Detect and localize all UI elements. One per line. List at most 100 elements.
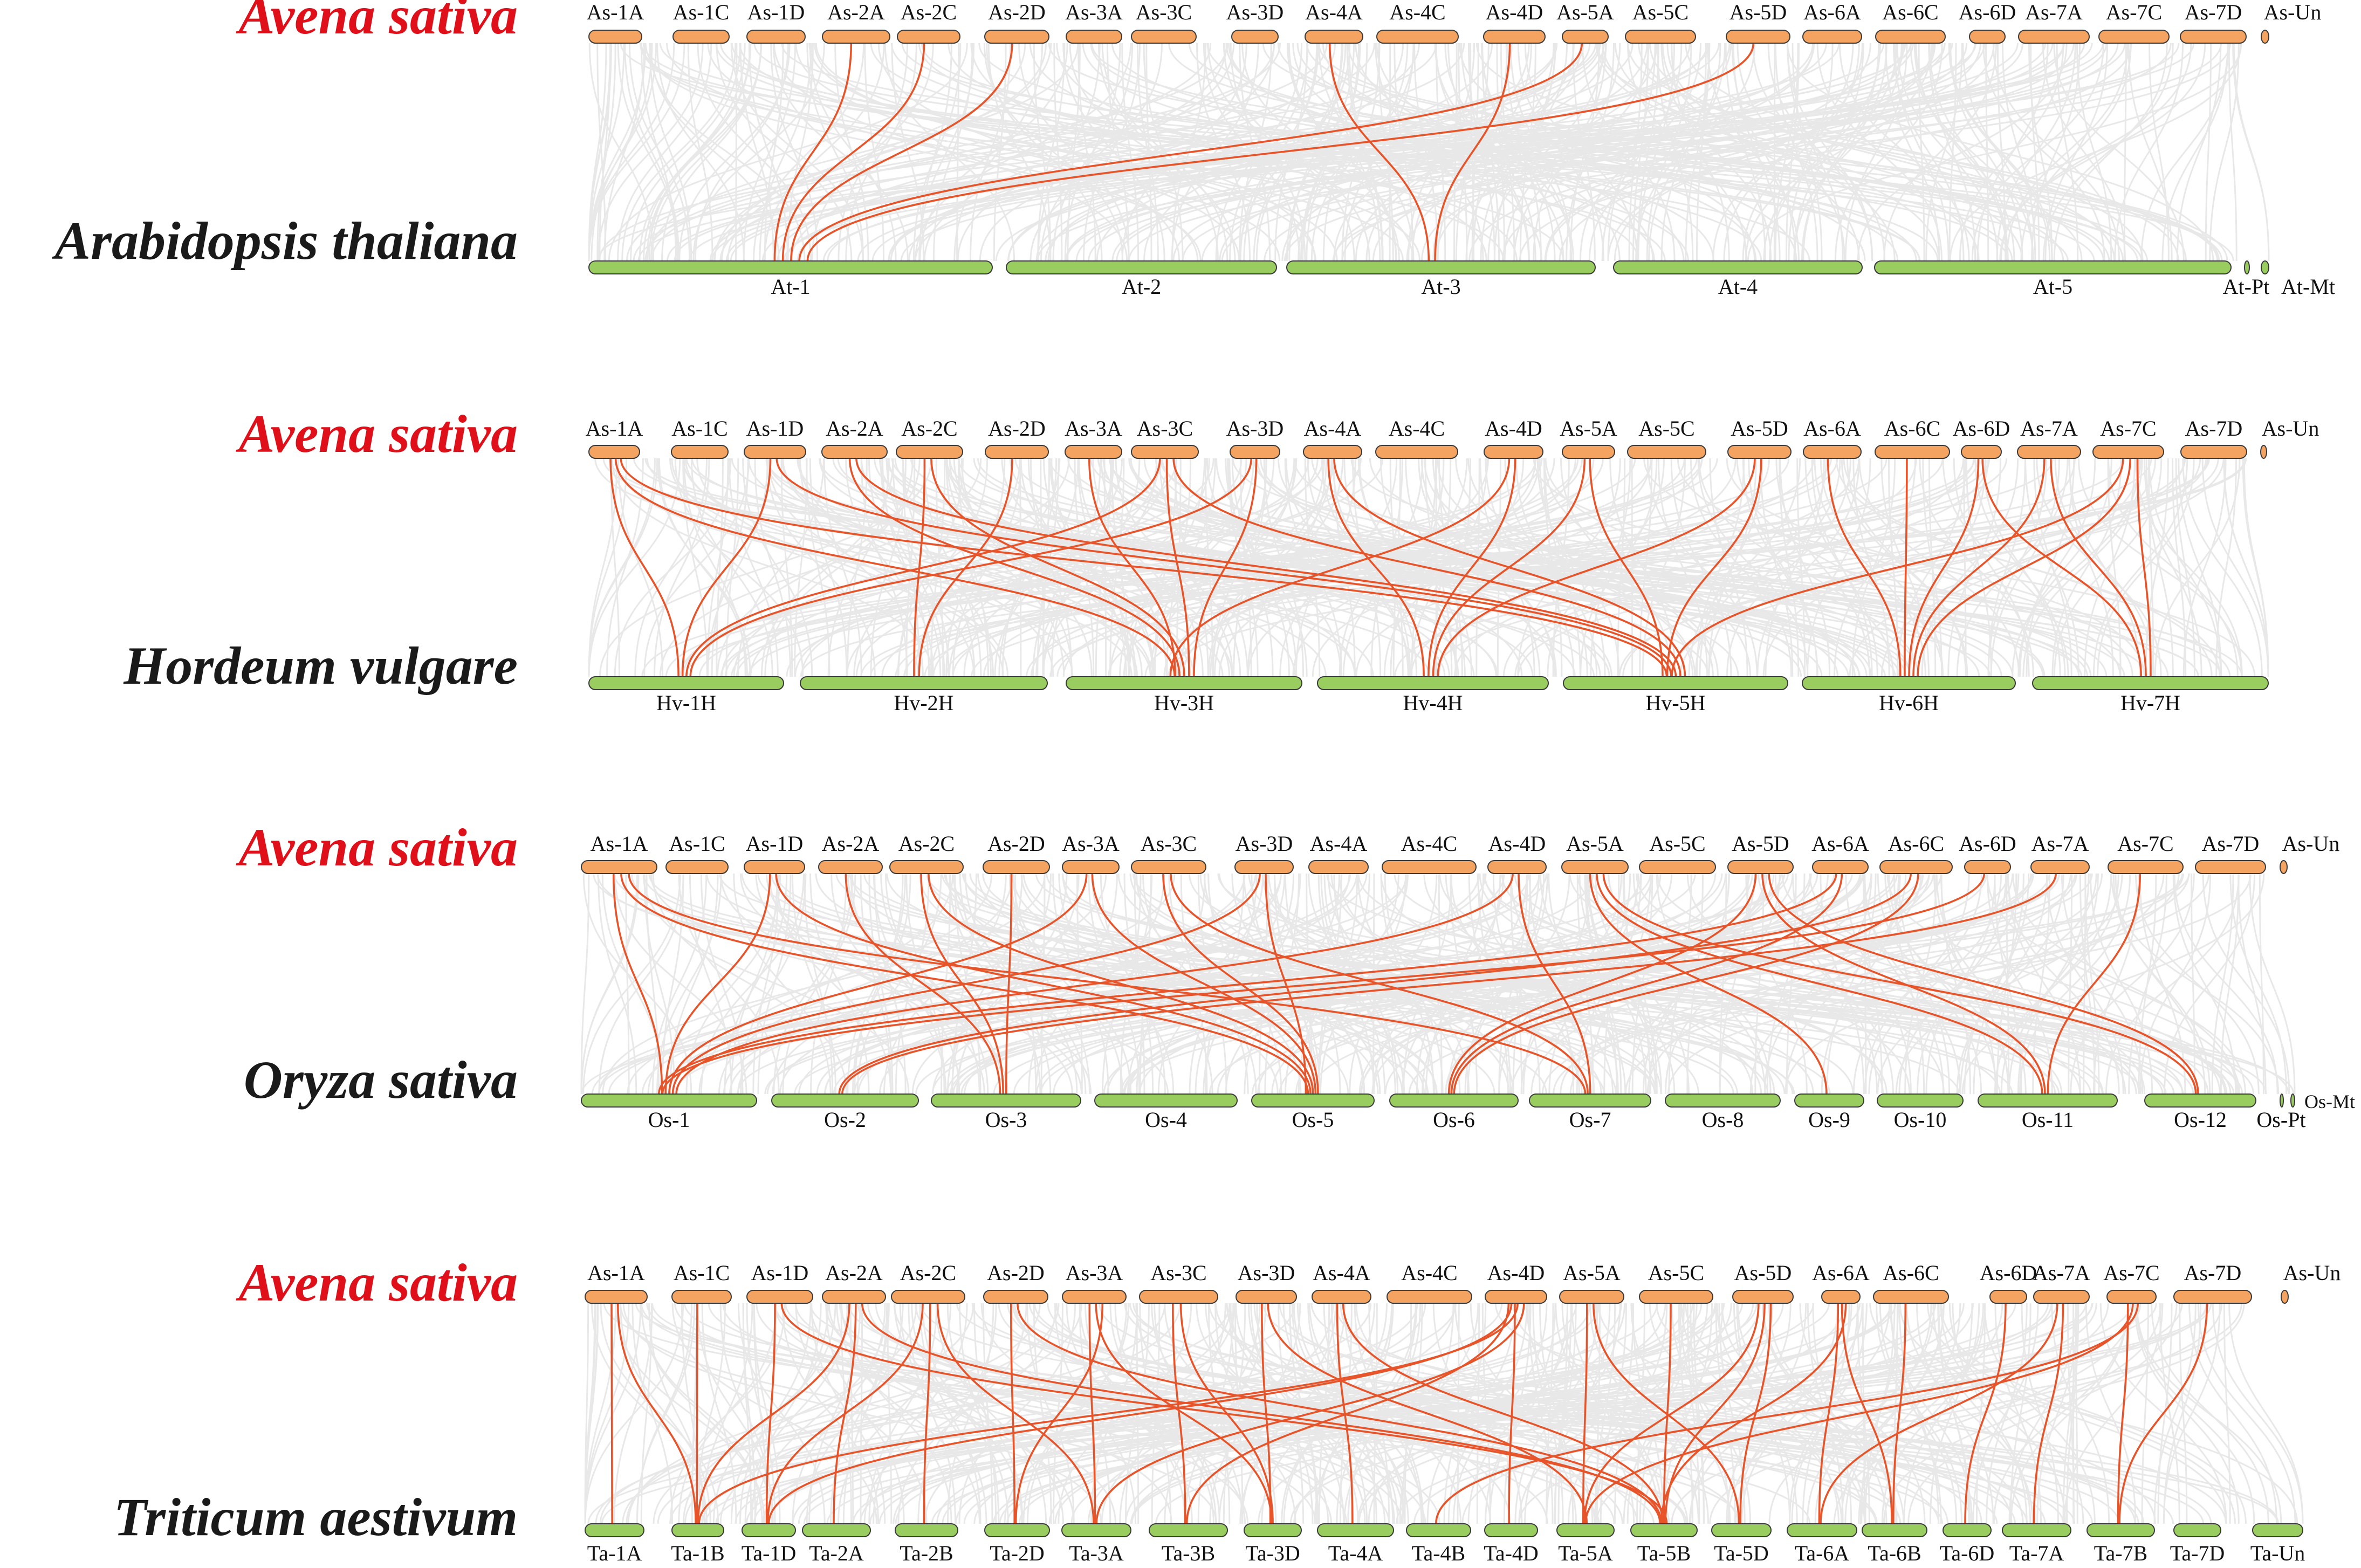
chromosome-bar	[1382, 860, 1477, 874]
chromosome-bar	[1131, 445, 1199, 459]
background-link	[1296, 43, 1866, 262]
background-link	[2068, 873, 2073, 1095]
bottom-species-title: Arabidopsis thaliana	[51, 211, 518, 271]
background-link	[1864, 873, 1970, 1095]
background-link	[2249, 873, 2296, 1095]
synteny-link	[697, 1303, 850, 1524]
background-link	[831, 873, 947, 1095]
chromosome-label: As-7D	[2184, 1261, 2242, 1285]
background-link	[1056, 43, 1414, 262]
background-link	[723, 873, 1246, 1095]
background-link	[1288, 43, 1397, 262]
top-species-title: Avena sativa	[235, 0, 518, 45]
chromosome-label: Ta-5A	[1558, 1541, 1613, 1565]
background-link	[1671, 1303, 2223, 1524]
background-link	[794, 458, 808, 677]
chromosome-label: As-2D	[987, 1261, 1045, 1285]
synteny-link	[668, 873, 1088, 1095]
synteny-link	[2117, 1303, 2129, 1524]
background-link	[599, 1303, 1231, 1524]
background-link	[1928, 43, 1976, 262]
chromosome-bar	[1989, 1290, 2027, 1304]
background-link	[1961, 873, 2265, 1095]
background-link	[1037, 458, 1060, 677]
background-link	[2007, 873, 2120, 1095]
chromosome-bar	[2173, 1523, 2221, 1537]
background-link	[1027, 458, 1131, 677]
background-link	[654, 458, 710, 677]
background-link	[978, 43, 1939, 262]
synteny-link	[1095, 1303, 1273, 1524]
background-link	[1804, 458, 1878, 677]
background-link	[1284, 43, 2172, 262]
synteny-link	[1333, 458, 1686, 677]
chromosome-label: As-7D	[2185, 416, 2243, 441]
background-link	[701, 1303, 737, 1524]
chromosome-bar	[1665, 1094, 1781, 1108]
background-link	[1062, 43, 1165, 262]
background-link	[2089, 873, 2153, 1095]
synteny-panel: As-1A As-1C As-1D As-2A As-2C As-2D As-3A As-3C…	[123, 404, 2319, 715]
chromosome-bar	[1251, 1094, 1375, 1108]
background-link	[700, 873, 744, 1095]
background-link	[708, 1303, 1902, 1524]
chromosome-label: Hv-6H	[1879, 691, 1939, 715]
background-link	[1787, 43, 1844, 262]
background-link	[1786, 43, 1800, 262]
chromosome-bar	[1964, 860, 2011, 874]
background-link	[1496, 43, 1505, 262]
background-link	[1760, 458, 1794, 677]
background-link	[1512, 1303, 1982, 1524]
background-link	[1896, 458, 1967, 677]
background-link	[587, 1303, 1830, 1524]
background-link	[648, 43, 746, 262]
background-link	[2202, 873, 2290, 1095]
background-link	[2078, 458, 2243, 677]
chromosome-bar	[1484, 445, 1543, 459]
background-link	[1971, 43, 2104, 262]
synteny-link	[1663, 1303, 1672, 1524]
chromosome-bar	[1308, 860, 1369, 874]
background-link	[709, 43, 1600, 262]
synteny-link	[1162, 873, 1319, 1095]
synteny-link	[620, 873, 1309, 1095]
chromosome-bar	[1487, 860, 1547, 874]
chromosome-bar	[818, 860, 883, 874]
synteny-link	[913, 458, 926, 677]
background-link	[1051, 458, 1101, 677]
background-link	[1142, 873, 1257, 1095]
background-link	[659, 458, 982, 677]
chromosome-label: As-1C	[674, 1261, 730, 1285]
background-link	[1498, 873, 1623, 1095]
chromosome-label: As-7A	[2020, 416, 2078, 441]
chromosome-bar	[742, 1523, 796, 1537]
background-link	[650, 43, 762, 262]
chromosome-bar	[1006, 260, 1277, 274]
background-link	[1933, 873, 2009, 1095]
chromosome-bar	[897, 30, 960, 44]
avena-chromosome-row: As-1A As-1C As-1D As-2A As-2C As-2D As-3A As-3C…	[581, 831, 2339, 874]
background-link	[1217, 873, 2243, 1095]
synteny-link	[918, 458, 1013, 677]
chromosome-label: As-2C	[900, 1261, 956, 1285]
chromosome-label: At-1	[771, 274, 810, 299]
synteny-link	[841, 873, 2057, 1095]
background-link	[2157, 1303, 2173, 1524]
background-link	[983, 1303, 993, 1524]
background-link	[970, 43, 1316, 262]
background-link	[1481, 1303, 1491, 1524]
synteny-link	[855, 458, 1677, 677]
background-link	[1355, 458, 1737, 677]
synteny-link	[1095, 1303, 1525, 1524]
synteny-link	[1596, 873, 2043, 1095]
chromosome-bar	[1875, 445, 1950, 459]
synteny-link	[1185, 1303, 1510, 1524]
background-link	[1736, 458, 1944, 677]
synteny-link	[685, 458, 1161, 677]
background-link	[1632, 873, 1766, 1095]
background-link	[2205, 43, 2212, 262]
synteny-link	[681, 458, 772, 677]
background-link	[682, 458, 1324, 677]
background-link	[1504, 43, 1621, 262]
target-chromosome-row: At-1 At-2 At-3 At-4 At-5 At-Pt At-Mt	[588, 260, 2335, 299]
